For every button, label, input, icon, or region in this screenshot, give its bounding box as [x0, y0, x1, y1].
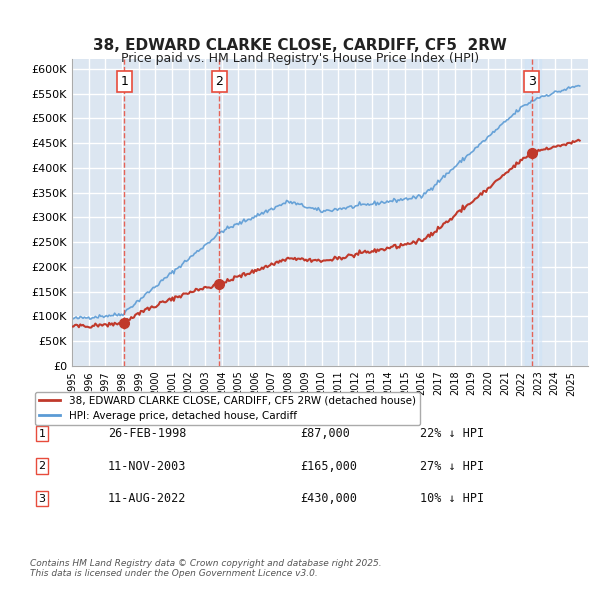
Legend: 38, EDWARD CLARKE CLOSE, CARDIFF, CF5 2RW (detached house), HPI: Average price, : 38, EDWARD CLARKE CLOSE, CARDIFF, CF5 2R…: [35, 392, 420, 425]
Text: Price paid vs. HM Land Registry's House Price Index (HPI): Price paid vs. HM Land Registry's House …: [121, 52, 479, 65]
Text: 11-NOV-2003: 11-NOV-2003: [108, 460, 187, 473]
Text: 26-FEB-1998: 26-FEB-1998: [108, 427, 187, 440]
Text: 2: 2: [215, 75, 223, 88]
Text: 2: 2: [38, 461, 46, 471]
Text: £165,000: £165,000: [300, 460, 357, 473]
Text: 38, EDWARD CLARKE CLOSE, CARDIFF, CF5  2RW: 38, EDWARD CLARKE CLOSE, CARDIFF, CF5 2R…: [93, 38, 507, 53]
Bar: [525, 59, 541, 366]
Text: Contains HM Land Registry data © Crown copyright and database right 2025.
This d: Contains HM Land Registry data © Crown c…: [30, 559, 382, 578]
Text: 3: 3: [38, 494, 46, 503]
Text: 1: 1: [121, 75, 128, 88]
Text: £430,000: £430,000: [300, 492, 357, 505]
Text: 11-AUG-2022: 11-AUG-2022: [108, 492, 187, 505]
Text: 10% ↓ HPI: 10% ↓ HPI: [420, 492, 484, 505]
Text: 22% ↓ HPI: 22% ↓ HPI: [420, 427, 484, 440]
Text: £87,000: £87,000: [300, 427, 350, 440]
Text: 3: 3: [527, 75, 536, 88]
Text: 27% ↓ HPI: 27% ↓ HPI: [420, 460, 484, 473]
Text: 1: 1: [38, 429, 46, 438]
